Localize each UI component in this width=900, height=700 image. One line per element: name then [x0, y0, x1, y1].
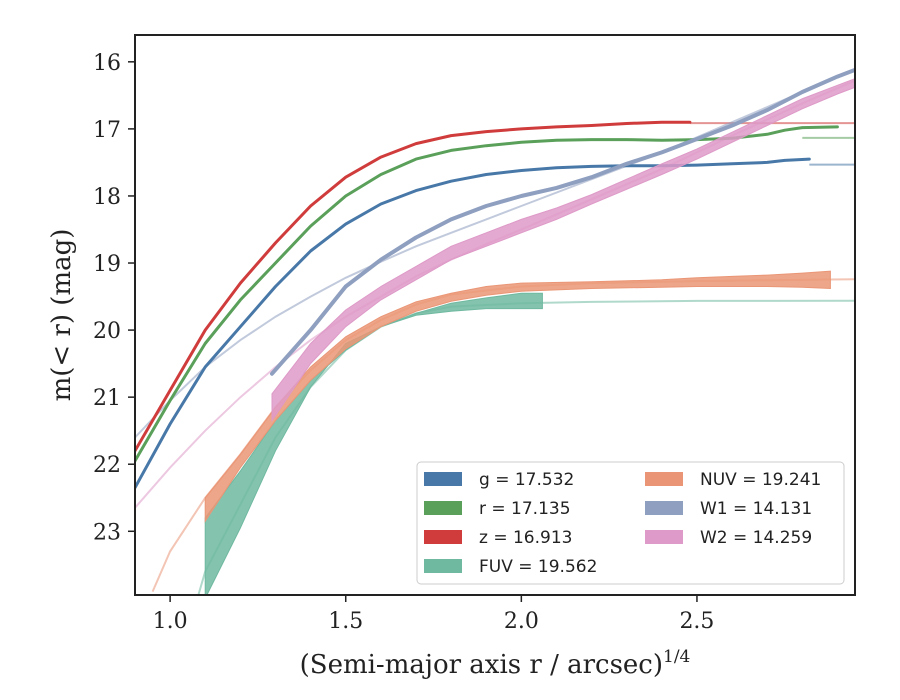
y-tick-label: 18	[93, 185, 121, 210]
x-tick-label: 2.5	[679, 609, 714, 634]
y-tick-label: 17	[93, 118, 121, 143]
series-w1-line	[270, 67, 855, 376]
legend-swatch	[424, 530, 462, 544]
x-tick-label: 1.0	[153, 609, 188, 634]
legend-swatch	[645, 530, 683, 544]
y-tick-label: 19	[93, 252, 121, 277]
legend-swatch	[645, 472, 683, 486]
series-w2-band	[271, 78, 855, 423]
legend-label: r = 17.135	[479, 499, 571, 519]
series-r-line	[135, 125, 839, 463]
y-tick-label: 20	[93, 319, 121, 344]
series-nuv-band	[204, 270, 831, 523]
x-tick-label: 2.0	[504, 609, 539, 634]
y-tick-label: 21	[93, 386, 121, 411]
legend-label: z = 16.913	[479, 528, 572, 548]
series-g-line	[135, 157, 811, 490]
y-tick-label: 16	[93, 51, 121, 76]
plot-frame	[134, 34, 856, 596]
x-axis-label: (Semi-major axis r / arcsec)1/4	[300, 647, 691, 680]
x-axis-label-main: (Semi-major axis r / arcsec)	[300, 650, 663, 680]
legend-label: W1 = 14.131	[700, 499, 812, 519]
legend-label: FUV = 19.562	[479, 557, 597, 577]
x-tick-label: 1.5	[328, 609, 363, 634]
x-axis-label-superscript: 1/4	[663, 647, 690, 667]
series-z-line	[135, 120, 692, 453]
legend: g = 17.532 r = 17.135 z = 16.913 FUV = 19.5…	[416, 461, 845, 585]
y-axis-label: m(< r) (mag)	[47, 229, 77, 402]
legend-frame	[416, 461, 845, 585]
legend-label: NUV = 19.241	[700, 470, 821, 490]
legend-label: g = 17.532	[479, 470, 574, 490]
legend-swatch	[424, 501, 462, 515]
series-fuv-band	[204, 292, 543, 595]
legend-swatch	[424, 472, 462, 486]
data-series	[135, 67, 855, 595]
legend-label: W2 = 14.259	[700, 528, 812, 548]
legend-swatch	[424, 559, 462, 573]
y-tick-label: 23	[93, 520, 121, 545]
legend-swatch	[645, 501, 683, 515]
y-tick-label: 22	[93, 453, 121, 478]
x-axis: 1.0 1.5 2.0 2.5	[153, 595, 714, 634]
y-axis: 16 17 18 19 20 21 22 23	[93, 51, 135, 545]
